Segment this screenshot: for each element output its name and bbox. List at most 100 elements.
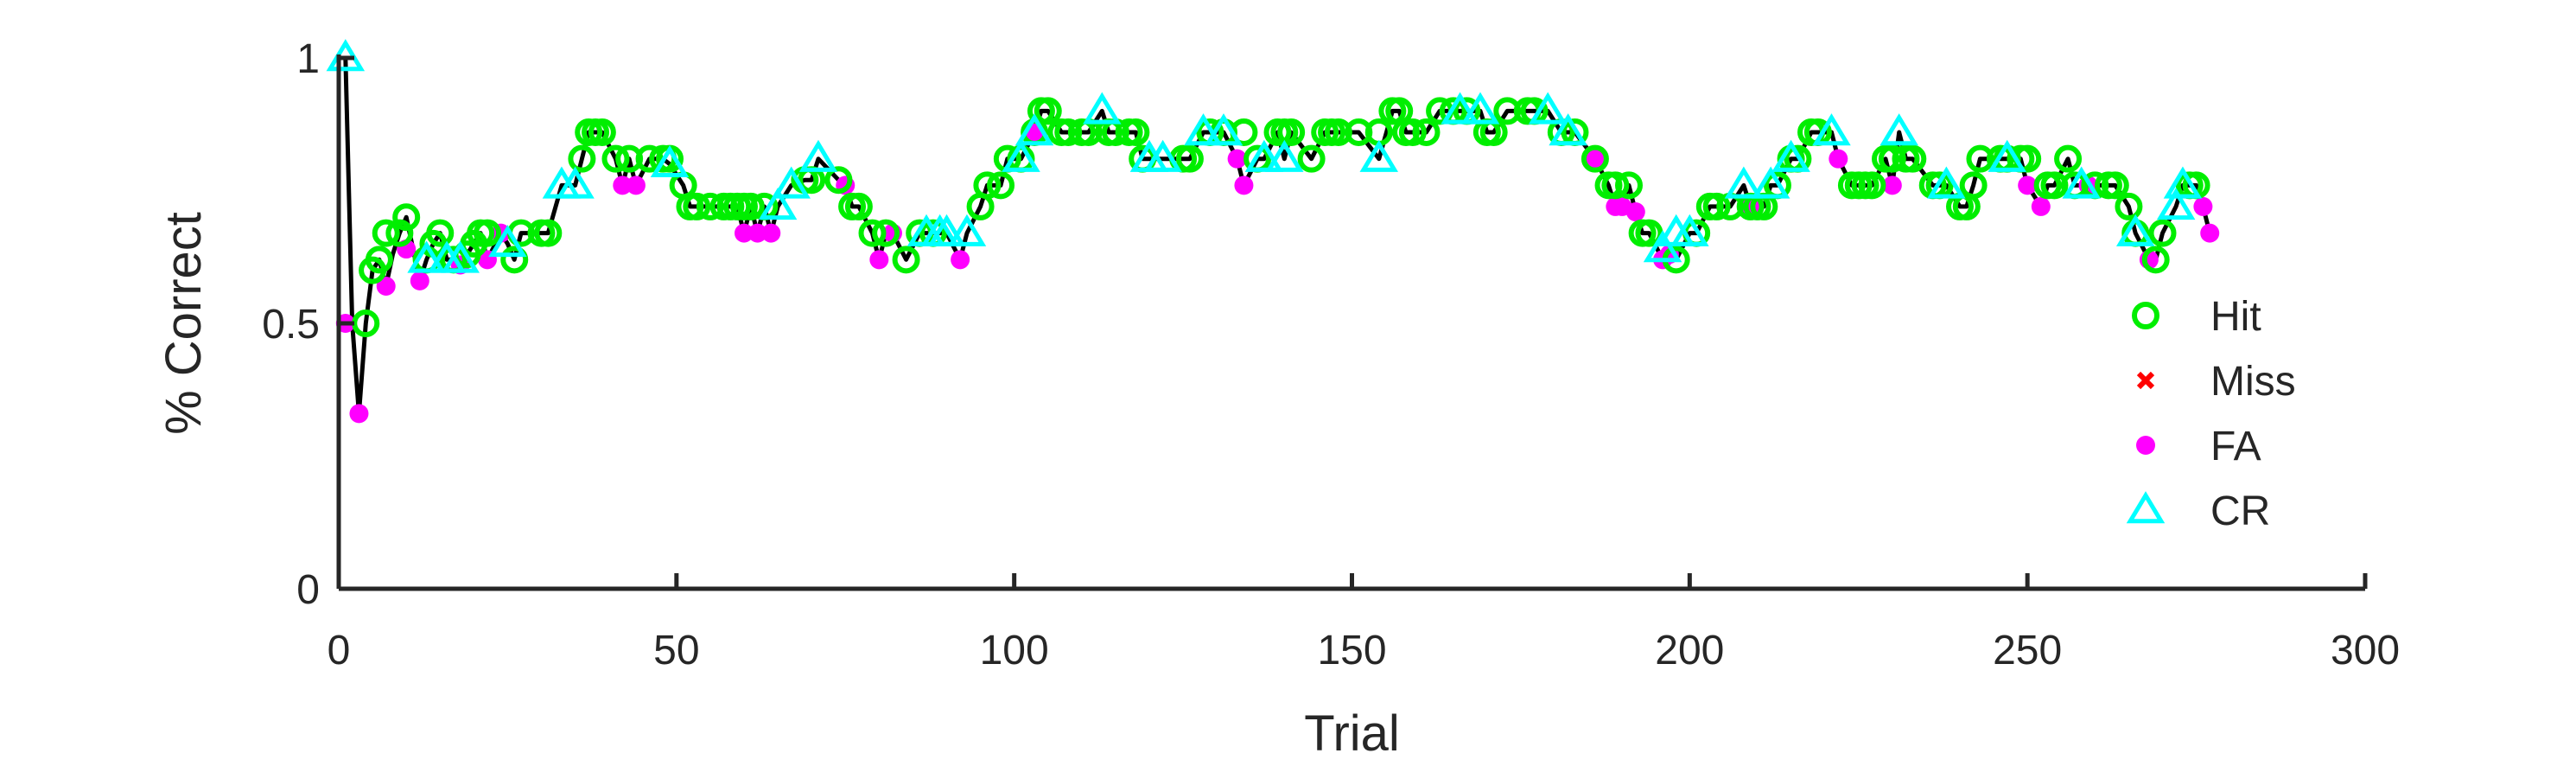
fa-point xyxy=(1227,149,1247,169)
fa-point xyxy=(747,223,767,243)
cr-point xyxy=(1927,166,1966,199)
cr-point xyxy=(1265,139,1304,172)
hit-point xyxy=(392,203,421,232)
cr-point xyxy=(1812,113,1851,146)
legend-item-hit: Hit xyxy=(2132,294,2261,340)
hit-point xyxy=(426,219,455,247)
cr-point xyxy=(1014,113,1054,146)
hit-point xyxy=(1635,219,1663,247)
legend-marker-hit xyxy=(2132,302,2159,329)
fa-point xyxy=(1882,176,1902,195)
hit-point xyxy=(2148,219,2177,247)
x-tick-label: 50 xyxy=(653,628,699,673)
cr-point xyxy=(2156,188,2196,220)
hit-point xyxy=(1959,171,1988,200)
hit-point xyxy=(1614,171,1643,200)
hit-point xyxy=(858,219,887,247)
hit-point xyxy=(1398,118,1427,146)
fa-point xyxy=(1625,202,1645,222)
y-tick-label: 1 xyxy=(296,36,320,82)
fa-point xyxy=(2018,176,2038,195)
y-axis-title: % Correct xyxy=(156,212,212,435)
cr-point xyxy=(1184,113,1223,146)
hit-point xyxy=(1581,144,1609,173)
hit-point xyxy=(892,246,920,274)
hit-point xyxy=(1899,144,1927,173)
cr-point xyxy=(1643,230,1682,263)
cr-point xyxy=(947,214,987,246)
hit-point xyxy=(500,246,529,274)
hit-point xyxy=(1297,144,1326,173)
fa-point xyxy=(626,176,646,195)
legend-label-miss: Miss xyxy=(2210,359,2296,405)
cr-point xyxy=(1204,113,1243,146)
plot-area xyxy=(326,39,2220,424)
cr-point xyxy=(758,188,798,220)
fa-point xyxy=(410,271,429,290)
fa-point xyxy=(2193,196,2213,216)
cr-point xyxy=(1244,139,1284,172)
hit-point xyxy=(473,219,501,247)
x-tick-label: 100 xyxy=(980,628,1049,673)
legend-item-cr: CR xyxy=(2126,488,2270,534)
cr-point xyxy=(1751,166,1790,199)
x-tick-label: 200 xyxy=(1655,628,1724,673)
cr-point xyxy=(798,139,838,172)
performance-line xyxy=(343,57,2212,416)
fa-point xyxy=(376,277,396,297)
cr-point xyxy=(1359,139,1399,172)
hit-point xyxy=(1122,118,1150,146)
hit-point xyxy=(1034,97,1062,125)
cr-point xyxy=(1670,214,1709,246)
x-axis-title: Trial xyxy=(1304,705,1400,762)
legend-marker-miss xyxy=(2136,371,2155,390)
hit-point xyxy=(2115,192,2143,220)
cr-point xyxy=(1528,92,1568,124)
cr-point xyxy=(488,225,527,258)
hit-point xyxy=(2101,171,2129,200)
cr-point xyxy=(927,214,966,246)
fa-point xyxy=(349,404,369,424)
cr-point xyxy=(1549,113,1587,146)
hit-point xyxy=(1175,144,1204,173)
hit-point xyxy=(736,192,765,220)
x-tick-label: 150 xyxy=(1317,628,1386,673)
fa-point xyxy=(1585,149,1605,169)
fa-point xyxy=(869,250,889,270)
cr-point xyxy=(1083,92,1122,124)
legend-marker-fa xyxy=(2136,436,2155,455)
hit-point xyxy=(1412,118,1441,146)
legend-marker-cr xyxy=(2126,491,2166,524)
cr-point xyxy=(2062,166,2101,199)
y-tick-label: 0.5 xyxy=(262,302,320,348)
cr-point xyxy=(1724,166,1764,199)
hit-point xyxy=(601,144,630,173)
x-tick-label: 250 xyxy=(1993,628,2062,673)
hit-point xyxy=(365,246,393,274)
cr-point xyxy=(772,166,811,199)
hit-point xyxy=(588,118,616,146)
hit-point xyxy=(1702,192,1731,220)
hit-point xyxy=(844,192,873,220)
fa-point xyxy=(761,223,781,243)
cr-point xyxy=(1771,139,1810,172)
cr-point xyxy=(1441,92,1479,124)
hit-point xyxy=(372,219,400,247)
cr-point xyxy=(556,166,595,199)
hit-point xyxy=(2054,144,2083,173)
hit-point xyxy=(385,219,414,247)
cr-point xyxy=(1460,92,1500,124)
fa-point xyxy=(1234,176,1254,195)
hit-point xyxy=(1277,118,1306,146)
hit-point xyxy=(973,171,1002,200)
hit-point xyxy=(872,219,900,247)
x-tick-label: 0 xyxy=(328,628,351,673)
hit-point xyxy=(568,144,596,173)
cr-point xyxy=(1880,113,1918,146)
legend-label-hit: Hit xyxy=(2210,294,2261,340)
legend-item-fa: FA xyxy=(2136,424,2261,469)
hit-point xyxy=(1601,171,1630,200)
fa-point xyxy=(735,223,754,243)
